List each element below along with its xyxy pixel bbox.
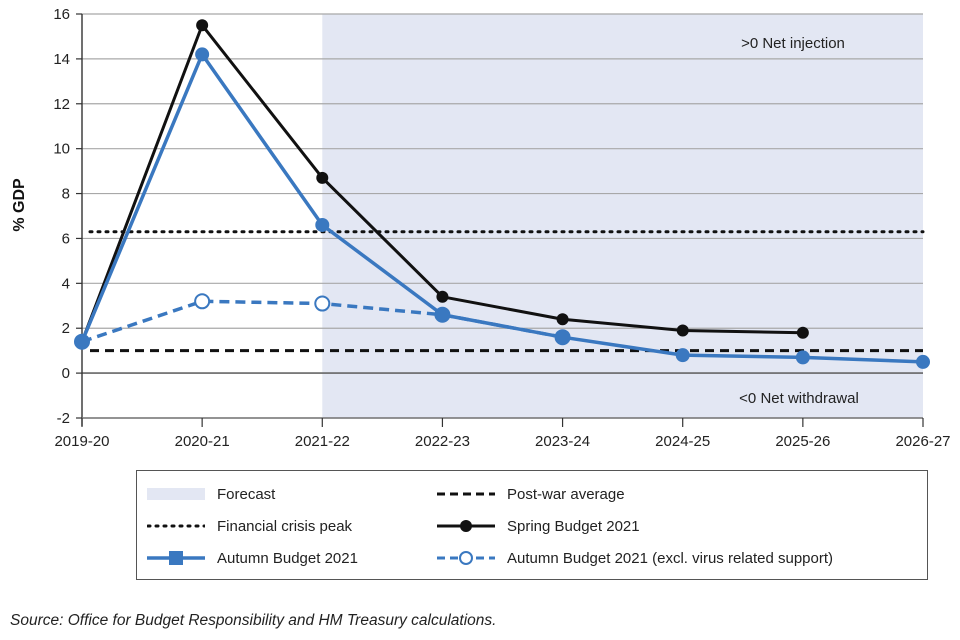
x-tick-label: 2026-27	[895, 433, 950, 450]
legend-label: Forecast	[217, 485, 276, 503]
source-note: Source: Office for Budget Responsibility…	[10, 612, 497, 629]
legend-item-autumn-budget-excl: Autumn Budget 2021 (excl. virus related …	[437, 547, 833, 569]
data-point	[796, 326, 809, 339]
legend-label: Spring Budget 2021	[507, 517, 640, 535]
y-tick-label: 6	[62, 230, 70, 247]
x-tick-label: 2021-22	[295, 433, 350, 450]
legend-item-forecast: Forecast	[147, 483, 275, 505]
legend-label: Autumn Budget 2021	[217, 549, 358, 567]
data-point	[195, 47, 210, 62]
legend-item-post-war-average: Post-war average	[437, 483, 625, 505]
data-point	[316, 171, 329, 184]
x-tick-label: 2024-25	[655, 433, 710, 450]
data-point	[556, 313, 569, 326]
y-tick-label: 0	[62, 365, 70, 382]
y-tick-label: 2	[62, 320, 70, 337]
x-tick-label: 2020-21	[175, 433, 230, 450]
annotation-net-injection: >0 Net injection	[741, 35, 845, 52]
black-line-marker-icon	[437, 520, 495, 532]
series-line-autumn-budget-2021	[80, 52, 924, 364]
x-tick-label: 2019-20	[54, 433, 109, 450]
legend: Forecast Post-war average Financial cris…	[136, 470, 928, 580]
blue-line-square-icon	[147, 551, 205, 565]
blue-dashed-open-circle-icon	[437, 551, 495, 565]
y-axis-title: % GDP	[11, 178, 28, 232]
data-point	[314, 295, 331, 312]
data-point	[555, 330, 570, 345]
dotted-line-icon	[147, 524, 205, 528]
y-tick-label: 14	[53, 51, 70, 68]
data-point	[676, 324, 689, 337]
data-point	[194, 293, 211, 310]
legend-item-financial-crisis-peak: Financial crisis peak	[147, 515, 352, 537]
legend-label: Autumn Budget 2021 (excl. virus related …	[507, 549, 834, 567]
data-point	[916, 354, 930, 369]
chart: -2 0 2 4 6 8 10 12 14 16 2019-20 2020-21 2021-22 2022…	[11, 6, 951, 450]
x-tick-label: 2022-23	[415, 433, 470, 450]
data-point	[315, 217, 330, 232]
x-tick-label: 2025-26	[775, 433, 830, 450]
data-point	[675, 348, 690, 363]
forecast-swatch-icon	[147, 488, 205, 500]
data-point	[795, 350, 810, 365]
legend-label: Post-war average	[507, 485, 625, 503]
data-point	[75, 334, 89, 349]
legend-item-autumn-budget: Autumn Budget 2021	[147, 547, 358, 569]
y-tick-label: -2	[57, 410, 70, 427]
x-tick-label: 2023-24	[535, 433, 590, 450]
y-tick-label: 4	[62, 275, 70, 292]
y-tick-label: 8	[62, 186, 70, 203]
annotation-net-withdrawal: <0 Net withdrawal	[739, 390, 859, 407]
data-point	[436, 290, 449, 303]
data-point	[196, 19, 209, 32]
y-tick-label: 10	[53, 141, 70, 158]
legend-label: Financial crisis peak	[217, 517, 353, 535]
legend-item-spring-budget: Spring Budget 2021	[437, 515, 640, 537]
y-tick-label: 12	[53, 96, 70, 113]
y-tick-label: 16	[53, 6, 70, 23]
data-point	[435, 307, 450, 322]
dashed-line-icon	[437, 492, 495, 496]
